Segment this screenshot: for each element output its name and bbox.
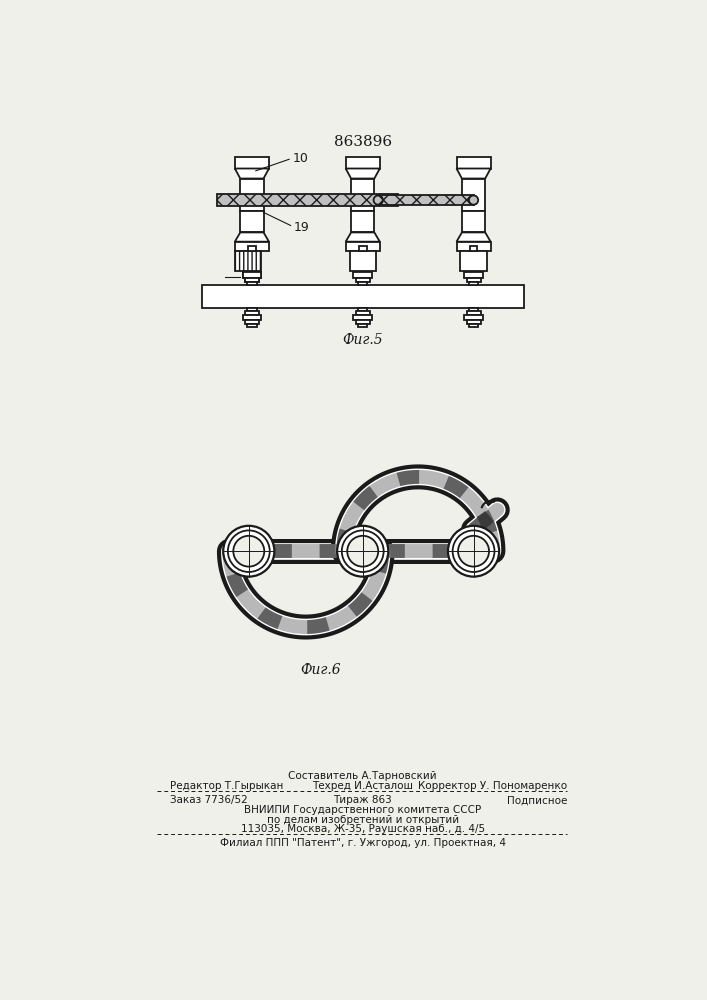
- Text: ВНИИПИ Государственного комитета СССР: ВНИИПИ Государственного комитета СССР: [244, 805, 481, 815]
- Bar: [462, 179, 485, 211]
- Circle shape: [228, 530, 270, 572]
- Text: 113035, Москва, Ж-35, Раушская наб., д. 4/5: 113035, Москва, Ж-35, Раушская наб., д. …: [240, 824, 485, 834]
- Bar: [247, 324, 257, 327]
- Bar: [245, 320, 259, 324]
- Text: 10: 10: [292, 152, 308, 165]
- Polygon shape: [346, 169, 380, 179]
- Bar: [346, 242, 380, 251]
- Text: Составитель А.Тарновский: Составитель А.Тарновский: [288, 771, 437, 781]
- Circle shape: [337, 526, 388, 577]
- Bar: [467, 320, 481, 324]
- Bar: [243, 272, 261, 278]
- Bar: [243, 272, 261, 278]
- Circle shape: [469, 195, 478, 205]
- Bar: [248, 246, 256, 251]
- Bar: [464, 315, 483, 320]
- Bar: [354, 272, 372, 278]
- Bar: [235, 251, 261, 271]
- Text: Подписное: Подписное: [507, 795, 567, 805]
- Bar: [467, 311, 481, 315]
- Bar: [469, 246, 477, 251]
- Circle shape: [452, 530, 494, 572]
- Text: Филиал ППП "Патент", г. Ужгород, ул. Проектная, 4: Филиал ППП "Патент", г. Ужгород, ул. Про…: [220, 838, 506, 848]
- Polygon shape: [235, 232, 269, 242]
- Bar: [460, 251, 486, 271]
- Polygon shape: [235, 169, 269, 179]
- Bar: [351, 211, 374, 232]
- Bar: [359, 246, 367, 251]
- Bar: [457, 242, 491, 251]
- Polygon shape: [346, 232, 380, 242]
- Bar: [462, 211, 485, 232]
- Text: Заказ 7736/52: Заказ 7736/52: [170, 795, 247, 805]
- Bar: [245, 278, 259, 282]
- Text: Тираж 863: Тираж 863: [333, 795, 392, 805]
- Bar: [378, 195, 474, 205]
- Circle shape: [341, 530, 384, 572]
- Bar: [247, 282, 257, 285]
- Bar: [217, 194, 397, 206]
- Bar: [240, 211, 264, 232]
- Text: по делам изобретений и открытий: по делам изобретений и открытий: [267, 815, 459, 825]
- Text: Фиг.6: Фиг.6: [300, 663, 341, 677]
- Text: Техред И.Асталош: Техред И.Асталош: [312, 781, 413, 791]
- Bar: [356, 320, 370, 324]
- Bar: [247, 308, 257, 311]
- Text: 19: 19: [293, 221, 310, 234]
- Bar: [469, 324, 478, 327]
- Bar: [351, 179, 374, 211]
- Bar: [346, 157, 380, 169]
- Bar: [201, 285, 524, 308]
- Bar: [243, 315, 261, 320]
- Bar: [358, 324, 368, 327]
- Circle shape: [347, 536, 378, 567]
- Bar: [240, 179, 264, 211]
- Bar: [235, 242, 269, 251]
- Bar: [247, 282, 257, 285]
- Bar: [467, 278, 481, 282]
- Bar: [358, 282, 368, 285]
- Bar: [245, 278, 259, 282]
- Circle shape: [233, 536, 264, 567]
- Bar: [354, 315, 372, 320]
- Bar: [235, 157, 269, 169]
- Polygon shape: [457, 232, 491, 242]
- Text: 863896: 863896: [334, 135, 392, 149]
- Text: Фиг.5: Фиг.5: [342, 333, 383, 347]
- Bar: [358, 308, 368, 311]
- Bar: [356, 311, 370, 315]
- Polygon shape: [457, 169, 491, 179]
- Bar: [356, 278, 370, 282]
- Bar: [464, 272, 483, 278]
- Text: 18: 18: [243, 271, 259, 284]
- Text: Корректор У. Пономаренко: Корректор У. Пономаренко: [419, 781, 567, 791]
- Text: Редактор Т.Гырыкан: Редактор Т.Гырыкан: [170, 781, 283, 791]
- Bar: [469, 308, 478, 311]
- Circle shape: [223, 526, 274, 577]
- Bar: [245, 311, 259, 315]
- Circle shape: [373, 195, 383, 205]
- Circle shape: [448, 526, 499, 577]
- Bar: [349, 251, 376, 271]
- Bar: [457, 157, 491, 169]
- Circle shape: [458, 536, 489, 567]
- Bar: [469, 282, 478, 285]
